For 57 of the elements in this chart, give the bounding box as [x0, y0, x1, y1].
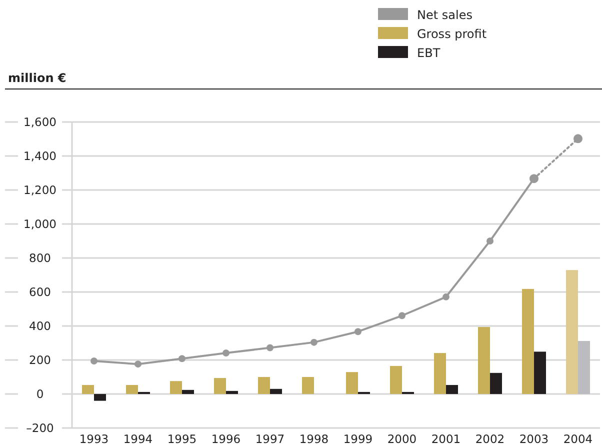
bar — [182, 390, 194, 394]
bar — [214, 378, 226, 394]
y-tick-label: 200 — [29, 353, 51, 367]
x-tick-label: 1995 — [167, 432, 197, 446]
bar — [270, 388, 282, 394]
x-tick-label: 1993 — [79, 432, 109, 446]
bar — [490, 372, 502, 394]
bar — [522, 288, 534, 394]
point — [134, 360, 142, 368]
point — [354, 328, 362, 336]
point — [178, 355, 186, 362]
bar — [302, 377, 314, 394]
point — [398, 312, 406, 320]
y-tick-label: 1,000 — [24, 217, 56, 231]
y-tick-label: 1,200 — [24, 183, 56, 197]
point — [442, 293, 450, 300]
y-tick-label: 400 — [29, 319, 51, 333]
y-tick-label: 0 — [36, 387, 44, 401]
bar — [94, 394, 106, 401]
x-tick-label: 1999 — [343, 432, 373, 446]
y-tick-label: –200 — [26, 421, 54, 435]
point — [266, 344, 274, 352]
bar — [578, 340, 590, 394]
y-tick-label: 600 — [29, 285, 51, 299]
legend-label: Net sales — [417, 8, 472, 22]
point — [310, 338, 318, 346]
bar — [226, 390, 238, 394]
bar — [126, 384, 138, 394]
point — [574, 134, 582, 144]
point — [486, 238, 494, 244]
x-tick-label: 2004 — [563, 432, 593, 446]
bar — [566, 270, 578, 394]
bar — [478, 327, 490, 394]
bar — [258, 377, 270, 394]
y-axis-title: million € — [8, 71, 66, 85]
x-tick-label: 2003 — [519, 432, 549, 446]
bar — [434, 353, 446, 394]
x-tick-label: 1998 — [299, 432, 329, 446]
bar — [446, 384, 458, 394]
bar — [390, 366, 402, 394]
y-tick-label: 800 — [29, 251, 51, 265]
bar — [346, 372, 358, 394]
point — [90, 358, 98, 365]
bar — [534, 352, 546, 394]
x-tick-label: 2001 — [431, 432, 461, 446]
y-tick-label: 1,600 — [24, 115, 56, 129]
x-tick-label: 2002 — [475, 432, 505, 446]
legend-label: Gross profit — [417, 27, 487, 41]
legend-label: EBT — [417, 46, 441, 60]
bar — [170, 381, 182, 394]
x-tick-label: 1994 — [123, 432, 153, 446]
point — [222, 350, 230, 357]
bar — [82, 384, 94, 394]
x-tick-label: 1997 — [255, 432, 285, 446]
y-tick-label: 1,400 — [24, 149, 56, 163]
x-tick-label: 1996 — [211, 432, 241, 446]
x-tick-label: 2000 — [387, 432, 417, 446]
